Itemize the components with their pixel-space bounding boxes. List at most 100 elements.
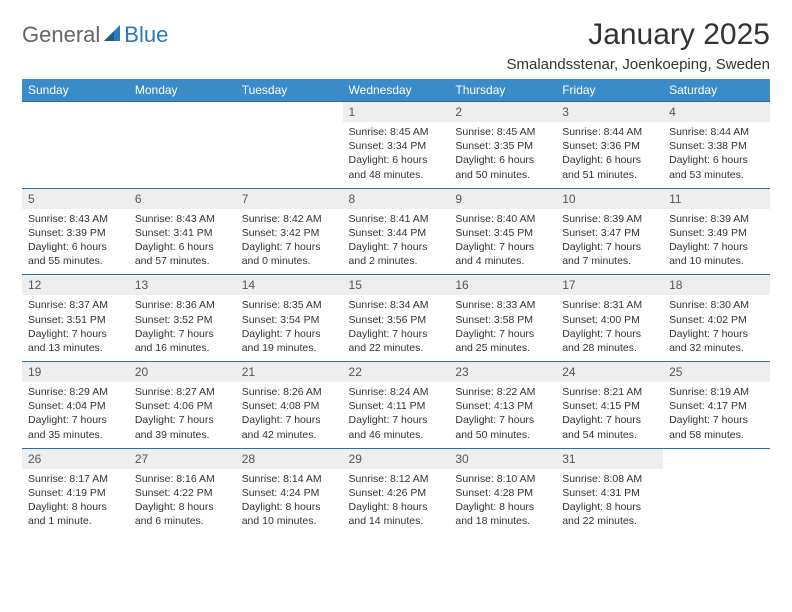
daylight-text: Daylight: 7 hours and 0 minutes. [242,240,337,268]
logo: General Blue [22,18,168,48]
calendar-week-row: 1Sunrise: 8:45 AMSunset: 3:34 PMDaylight… [22,102,770,189]
day-number: 15 [343,275,450,295]
sunrise-text: Sunrise: 8:16 AM [135,472,230,486]
day-number: 31 [556,449,663,469]
calendar-day-cell: 30Sunrise: 8:10 AMSunset: 4:28 PMDayligh… [449,448,556,534]
day-number: 25 [663,362,770,382]
day-number: 22 [343,362,450,382]
daylight-text: Daylight: 6 hours and 51 minutes. [562,153,657,181]
sunset-text: Sunset: 4:08 PM [242,399,337,413]
daylight-text: Daylight: 7 hours and 4 minutes. [455,240,550,268]
calendar-week-row: 19Sunrise: 8:29 AMSunset: 4:04 PMDayligh… [22,362,770,449]
sunset-text: Sunset: 4:00 PM [562,313,657,327]
day-number: 24 [556,362,663,382]
day-info: Sunrise: 8:27 AMSunset: 4:06 PMDaylight:… [129,382,236,448]
calendar-day-cell: 17Sunrise: 8:31 AMSunset: 4:00 PMDayligh… [556,275,663,362]
sunrise-text: Sunrise: 8:33 AM [455,298,550,312]
calendar-day-cell: 18Sunrise: 8:30 AMSunset: 4:02 PMDayligh… [663,275,770,362]
day-info: Sunrise: 8:45 AMSunset: 3:35 PMDaylight:… [449,122,556,188]
day-info: Sunrise: 8:39 AMSunset: 3:49 PMDaylight:… [663,209,770,275]
sunrise-text: Sunrise: 8:44 AM [562,125,657,139]
daylight-text: Daylight: 6 hours and 53 minutes. [669,153,764,181]
calendar-week-row: 5Sunrise: 8:43 AMSunset: 3:39 PMDaylight… [22,188,770,275]
daylight-text: Daylight: 7 hours and 7 minutes. [562,240,657,268]
sunrise-text: Sunrise: 8:37 AM [28,298,123,312]
day-number: 21 [236,362,343,382]
day-number: 1 [343,102,450,122]
sunset-text: Sunset: 3:44 PM [349,226,444,240]
sunrise-text: Sunrise: 8:34 AM [349,298,444,312]
daylight-text: Daylight: 8 hours and 22 minutes. [562,500,657,528]
day-number: 30 [449,449,556,469]
location-subtitle: Smalandsstenar, Joenkoeping, Sweden [506,56,770,73]
sunrise-text: Sunrise: 8:21 AM [562,385,657,399]
sunset-text: Sunset: 4:15 PM [562,399,657,413]
sunrise-text: Sunrise: 8:17 AM [28,472,123,486]
day-info: Sunrise: 8:44 AMSunset: 3:38 PMDaylight:… [663,122,770,188]
calendar-week-row: 26Sunrise: 8:17 AMSunset: 4:19 PMDayligh… [22,448,770,534]
sunrise-text: Sunrise: 8:12 AM [349,472,444,486]
day-info: Sunrise: 8:12 AMSunset: 4:26 PMDaylight:… [343,469,450,535]
sunrise-text: Sunrise: 8:43 AM [135,212,230,226]
calendar-day-cell: 12Sunrise: 8:37 AMSunset: 3:51 PMDayligh… [22,275,129,362]
weekday-header: Wednesday [343,79,450,102]
day-number: 6 [129,189,236,209]
sunrise-text: Sunrise: 8:22 AM [455,385,550,399]
day-info: Sunrise: 8:42 AMSunset: 3:42 PMDaylight:… [236,209,343,275]
day-info: Sunrise: 8:10 AMSunset: 4:28 PMDaylight:… [449,469,556,535]
sunset-text: Sunset: 4:26 PM [349,486,444,500]
day-info: Sunrise: 8:29 AMSunset: 4:04 PMDaylight:… [22,382,129,448]
calendar-day-cell: 24 Sunrise: 8:21 AMSunset: 4:15 PMDayligh… [556,362,663,449]
day-number: 2 [449,102,556,122]
day-info: Sunrise: 8:40 AMSunset: 3:45 PMDaylight:… [449,209,556,275]
daylight-text: Daylight: 7 hours and 10 minutes. [669,240,764,268]
daylight-text: Daylight: 6 hours and 50 minutes. [455,153,550,181]
sunset-text: Sunset: 4:06 PM [135,399,230,413]
weekday-header: Monday [129,79,236,102]
sunset-text: Sunset: 3:35 PM [455,139,550,153]
sunrise-text: Sunrise: 8:10 AM [455,472,550,486]
calendar-day-cell: 16Sunrise: 8:33 AMSunset: 3:58 PMDayligh… [449,275,556,362]
sunset-text: Sunset: 3:51 PM [28,313,123,327]
sunset-text: Sunset: 4:22 PM [135,486,230,500]
day-info: Sunrise: 8:17 AMSunset: 4:19 PMDaylight:… [22,469,129,535]
sunset-text: Sunset: 3:38 PM [669,139,764,153]
day-number: 3 [556,102,663,122]
day-info: Sunrise: 8:16 AMSunset: 4:22 PMDaylight:… [129,469,236,535]
calendar-day-cell: 5Sunrise: 8:43 AMSunset: 3:39 PMDaylight… [22,188,129,275]
sunrise-text: Sunrise: 8:14 AM [242,472,337,486]
day-number: 11 [663,189,770,209]
sunrise-text: Sunrise: 8:43 AM [28,212,123,226]
daylight-text: Daylight: 6 hours and 48 minutes. [349,153,444,181]
daylight-text: Daylight: 7 hours and 39 minutes. [135,413,230,441]
day-number: 13 [129,275,236,295]
day-info: Sunrise: 8:43 AMSunset: 3:41 PMDaylight:… [129,209,236,275]
sunrise-text: Sunrise: 8:44 AM [669,125,764,139]
sunset-text: Sunset: 4:04 PM [28,399,123,413]
calendar-day-cell: 10Sunrise: 8:39 AMSunset: 3:47 PMDayligh… [556,188,663,275]
sunrise-text: Sunrise: 8:42 AM [242,212,337,226]
daylight-text: Daylight: 7 hours and 25 minutes. [455,327,550,355]
daylight-text: Daylight: 7 hours and 54 minutes. [562,413,657,441]
sunset-text: Sunset: 3:41 PM [135,226,230,240]
daylight-text: Daylight: 7 hours and 50 minutes. [455,413,550,441]
day-info: Sunrise: 8:37 AMSunset: 3:51 PMDaylight:… [22,295,129,361]
sunset-text: Sunset: 4:11 PM [349,399,444,413]
sunset-text: Sunset: 3:52 PM [135,313,230,327]
calendar-day-cell: 6Sunrise: 8:43 AMSunset: 3:41 PMDaylight… [129,188,236,275]
calendar-day-cell: 26Sunrise: 8:17 AMSunset: 4:19 PMDayligh… [22,448,129,534]
sunrise-text: Sunrise: 8:40 AM [455,212,550,226]
day-info: Sunrise: 8:35 AMSunset: 3:54 PMDaylight:… [236,295,343,361]
day-info: Sunrise: 8:45 AMSunset: 3:34 PMDaylight:… [343,122,450,188]
calendar-day-cell: 29Sunrise: 8:12 AMSunset: 4:26 PMDayligh… [343,448,450,534]
calendar-day-cell [236,102,343,189]
weekday-header: Thursday [449,79,556,102]
daylight-text: Daylight: 7 hours and 46 minutes. [349,413,444,441]
sunrise-text: Sunrise: 8:08 AM [562,472,657,486]
day-number: 4 [663,102,770,122]
sunset-text: Sunset: 3:58 PM [455,313,550,327]
day-info: Sunrise: 8:26 AMSunset: 4:08 PMDaylight:… [236,382,343,448]
daylight-text: Daylight: 7 hours and 2 minutes. [349,240,444,268]
day-number: 8 [343,189,450,209]
calendar-day-cell: 19Sunrise: 8:29 AMSunset: 4:04 PMDayligh… [22,362,129,449]
